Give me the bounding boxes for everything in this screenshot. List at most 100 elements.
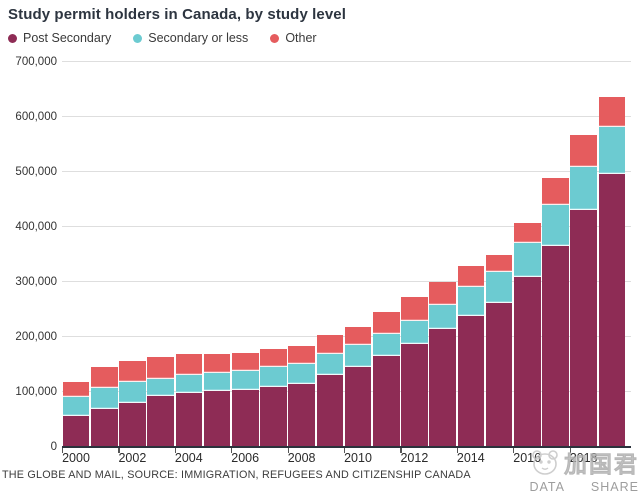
bar-segment-secondary-or-less-2015: [485, 272, 513, 303]
bar-segment-post-secondary-2014: [457, 315, 485, 447]
bar-segment-secondary-or-less-2008: [288, 363, 315, 384]
x-axis-label: 2004: [174, 451, 203, 465]
watermark-name: 加国君: [564, 451, 639, 478]
x-axis-tick-2008: [287, 448, 289, 453]
bar-segment-secondary-or-less-2004: [175, 374, 203, 394]
watermark: 加国君 DATA SHARE: [529, 445, 639, 494]
y-axis-label: 100,000: [15, 386, 57, 398]
bar-segment-post-secondary-2003: [147, 395, 174, 447]
bar-segment-secondary-or-less-2001: [91, 387, 118, 409]
legend-item-post-secondary: Post Secondary: [8, 31, 111, 45]
bar-segment-secondary-or-less-2014: [457, 286, 485, 316]
bar-segment-other-2011: [373, 312, 400, 335]
plot-area: [62, 56, 631, 447]
legend-label: Secondary or less: [148, 31, 249, 45]
bar-segment-post-secondary-2019: [598, 173, 626, 447]
bar-segment-secondary-or-less-2010: [344, 345, 372, 368]
x-axis-tick-2010: [344, 448, 346, 453]
bar-segment-secondary-or-less-2000: [62, 396, 90, 417]
bar-segment-other-2012: [401, 297, 428, 321]
bar-segment-secondary-or-less-2007: [260, 367, 287, 388]
bar-segment-secondary-or-less-2002: [119, 381, 146, 403]
bar-segment-other-2002: [119, 360, 146, 382]
watermark-tagline: DATA SHARE: [529, 480, 639, 494]
bar-segment-secondary-or-less-2019: [598, 127, 626, 174]
gridline-300000: [62, 281, 631, 282]
bar-segment-post-secondary-2006: [232, 389, 259, 447]
gridline-500000: [62, 171, 631, 172]
y-axis-label: 500,000: [15, 166, 57, 178]
watermark-header: 加国君: [530, 445, 639, 479]
legend-dot-icon: [8, 33, 17, 43]
x-axis-label: 2014: [456, 451, 485, 465]
x-axis-tick-2014: [456, 448, 458, 453]
x-axis-tick-2004: [174, 448, 176, 453]
bar-segment-other-2004: [175, 354, 203, 375]
bar-segment-post-secondary-2016: [514, 276, 541, 447]
watermark-data-label: DATA: [529, 480, 565, 494]
x-axis-tick-2006: [231, 448, 233, 453]
bar-segment-other-2008: [288, 345, 315, 364]
bar-segment-post-secondary-2013: [429, 329, 456, 447]
bar-segment-post-secondary-2004: [175, 393, 203, 447]
bar-segment-secondary-or-less-2006: [232, 371, 259, 390]
bar-segment-post-secondary-2000: [62, 416, 90, 447]
y-axis-label: 600,000: [15, 111, 57, 123]
bar-segment-post-secondary-2017: [542, 245, 569, 447]
x-axis-label: 2008: [287, 451, 316, 465]
bar-segment-other-2016: [514, 222, 541, 243]
bar-segment-post-secondary-2015: [485, 302, 513, 447]
x-axis-label: 2006: [231, 451, 260, 465]
x-axis-label: 2018: [569, 451, 598, 465]
bar-segment-post-secondary-2008: [288, 383, 315, 447]
bar-segment-secondary-or-less-2017: [542, 205, 569, 246]
bar-segment-post-secondary-2011: [373, 355, 400, 447]
chart-title: Study permit holders in Canada, by study…: [8, 6, 347, 23]
y-axis-label: 200,000: [15, 331, 57, 343]
bar-segment-secondary-or-less-2012: [401, 320, 428, 344]
watermark-share-label: SHARE: [590, 480, 639, 494]
bar-segment-secondary-or-less-2018: [570, 166, 597, 210]
panda-face-icon: [532, 449, 558, 475]
chart-legend: Post Secondary Secondary or less Other: [8, 31, 317, 45]
x-axis-tick-2016: [513, 448, 515, 453]
bar-segment-other-2007: [260, 349, 287, 368]
bar-segment-secondary-or-less-2003: [147, 378, 174, 396]
y-axis-label: 700,000: [15, 56, 57, 68]
bar-segment-other-2015: [485, 254, 513, 273]
legend-dot-icon: [133, 33, 143, 43]
bar-segment-other-2014: [457, 265, 485, 287]
y-axis-label: 0: [50, 441, 57, 453]
bar-segment-other-2000: [62, 381, 90, 397]
bar-segment-post-secondary-2001: [91, 408, 118, 447]
legend-item-other: Other: [270, 31, 317, 45]
x-axis-tick-2002: [118, 448, 120, 453]
bar-segment-secondary-or-less-2009: [316, 354, 344, 375]
bar-segment-other-2001: [91, 366, 118, 388]
y-axis-label: 400,000: [15, 221, 57, 233]
bar-segment-other-2006: [232, 352, 259, 372]
gridline-400000: [62, 226, 631, 227]
source-credit: THE GLOBE AND MAIL, SOURCE: IMMIGRATION,…: [2, 469, 471, 481]
x-axis-label: 2000: [62, 451, 90, 465]
bar-segment-other-2013: [429, 282, 456, 306]
legend-label: Post Secondary: [23, 31, 112, 45]
bar-segment-other-2003: [147, 356, 174, 379]
bar-segment-other-2018: [570, 134, 597, 167]
bar-segment-post-secondary-2005: [203, 391, 231, 447]
bar-segment-other-2005: [203, 354, 231, 374]
bar-segment-secondary-or-less-2016: [514, 242, 541, 277]
bar-segment-secondary-or-less-2005: [203, 373, 231, 392]
bar-segment-post-secondary-2018: [570, 209, 597, 447]
x-axis-tick-2012: [400, 448, 402, 453]
x-axis-tick-2018: [569, 448, 571, 453]
bar-segment-post-secondary-2002: [119, 403, 146, 447]
bar-segment-other-2017: [542, 177, 569, 205]
bar-segment-post-secondary-2012: [401, 343, 428, 447]
x-axis-label: 2010: [344, 451, 372, 465]
bar-segment-secondary-or-less-2011: [373, 334, 400, 356]
x-axis-tick-2000: [62, 448, 64, 453]
gridline-700000: [62, 61, 631, 62]
y-axis-label: 300,000: [15, 276, 57, 288]
